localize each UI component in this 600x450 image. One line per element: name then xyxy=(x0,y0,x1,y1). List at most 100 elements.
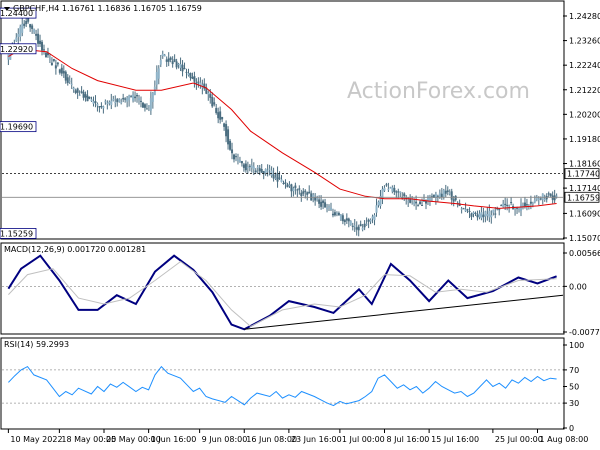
time-axis-label: 1 Aug 08:00 xyxy=(540,435,589,444)
candle-body xyxy=(163,55,166,57)
candle-body xyxy=(421,204,424,206)
rsi-line xyxy=(8,365,557,407)
candle-body xyxy=(167,58,170,62)
candle-body xyxy=(161,53,164,56)
candle-body xyxy=(272,174,275,179)
candle-body xyxy=(371,216,374,219)
price-axis-label: 1.21220 xyxy=(569,86,600,95)
candle-body xyxy=(284,182,287,184)
candle-body xyxy=(189,72,192,78)
candle-body xyxy=(78,94,81,96)
candle-body xyxy=(375,205,378,213)
candle-body xyxy=(221,116,224,120)
candle-body xyxy=(337,212,340,216)
candle-body xyxy=(27,18,30,22)
candle-body xyxy=(29,24,32,28)
candle-body xyxy=(401,197,404,199)
annotation-box xyxy=(0,7,37,19)
candle-body xyxy=(397,191,400,193)
candle-body xyxy=(102,106,105,109)
candle-body xyxy=(424,200,427,204)
candle-body xyxy=(474,212,477,214)
candle-body xyxy=(331,213,334,216)
candle-body xyxy=(37,33,40,44)
candle-body xyxy=(44,52,47,58)
candle-body xyxy=(240,161,243,164)
candle-body xyxy=(399,191,402,193)
candle-body xyxy=(126,97,129,102)
macd-main-line xyxy=(7,254,557,331)
candle-body xyxy=(468,210,471,212)
candle-body xyxy=(171,61,174,65)
candle-body xyxy=(543,198,546,200)
candle-body xyxy=(369,219,372,222)
price-tag-box xyxy=(564,191,600,203)
time-axis-label: 25 Jul 00:00 xyxy=(495,435,543,444)
macd-series-layer xyxy=(2,254,564,331)
candle-body xyxy=(50,62,53,66)
candle-body xyxy=(341,215,344,222)
candle-body xyxy=(264,169,267,174)
candle-body xyxy=(155,72,158,85)
candle-body xyxy=(312,194,315,198)
candle-body xyxy=(64,71,67,81)
candle-body xyxy=(132,94,135,101)
candle-body xyxy=(389,187,392,189)
collapse-triangle-icon[interactable] xyxy=(4,7,10,11)
candle-body xyxy=(304,190,307,192)
candle-body xyxy=(423,200,426,202)
candle-body xyxy=(74,90,77,93)
candle-body xyxy=(175,61,178,68)
candle-body xyxy=(547,193,550,195)
candle-body xyxy=(294,185,297,188)
candle-body xyxy=(322,200,325,203)
candle-body xyxy=(231,149,234,154)
watermark: ActionForex.com xyxy=(347,79,530,104)
candle-body xyxy=(387,188,390,190)
candle-body xyxy=(211,97,214,107)
candle-body xyxy=(472,212,475,214)
candle-body xyxy=(521,205,524,207)
candle-body xyxy=(21,24,24,33)
candle-body xyxy=(244,163,247,171)
candle-body xyxy=(48,58,51,60)
candle-body xyxy=(403,193,406,197)
candle-body xyxy=(193,76,196,82)
candle-body xyxy=(320,201,323,207)
candle-body xyxy=(139,100,142,102)
candle-body xyxy=(355,227,358,230)
candle-body xyxy=(288,184,291,186)
candle-body xyxy=(33,29,36,33)
candle-body xyxy=(314,197,317,201)
candle-body xyxy=(549,193,552,196)
candle-body xyxy=(302,191,305,194)
candle-body xyxy=(535,197,538,200)
candle-body xyxy=(482,214,485,218)
candle-body xyxy=(440,193,443,198)
price-axis-label: 1.22240 xyxy=(569,61,600,70)
candle-body xyxy=(128,95,131,101)
candle-body xyxy=(361,227,364,230)
time-axis-label: 1 Jun 16:00 xyxy=(151,435,197,444)
candle-body xyxy=(286,184,289,188)
price-axis-label: 1.16090 xyxy=(569,209,600,218)
candle-body xyxy=(130,96,133,98)
rsi-axis-label: 0 xyxy=(569,424,574,433)
candle-body xyxy=(157,68,160,79)
rsi-axis-label: 30 xyxy=(569,399,579,408)
candle-body xyxy=(518,208,521,210)
candle-body xyxy=(266,170,269,172)
annotation-box xyxy=(0,121,37,133)
candle-body xyxy=(452,199,455,202)
main-panel: ActionForex.com 1.242801.232601.222401.2… xyxy=(0,0,600,243)
rsi-series-layer xyxy=(2,365,563,407)
candle-body xyxy=(460,208,463,210)
candle-body xyxy=(217,112,220,119)
candle-body xyxy=(191,77,194,79)
candle-body xyxy=(446,190,449,192)
candle-body xyxy=(100,105,103,107)
candle-body xyxy=(153,86,156,95)
candle-body xyxy=(207,92,210,95)
candle-body xyxy=(31,25,34,29)
candle-body xyxy=(385,184,388,186)
